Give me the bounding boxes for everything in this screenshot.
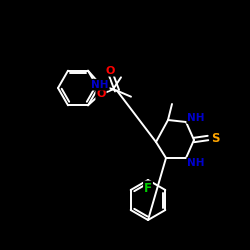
- Text: NH: NH: [187, 113, 205, 123]
- Text: S: S: [211, 132, 219, 144]
- Text: NH: NH: [91, 80, 109, 90]
- Text: O: O: [96, 89, 106, 99]
- Text: F: F: [144, 182, 152, 194]
- Text: NH: NH: [187, 158, 205, 168]
- Text: O: O: [105, 66, 115, 76]
